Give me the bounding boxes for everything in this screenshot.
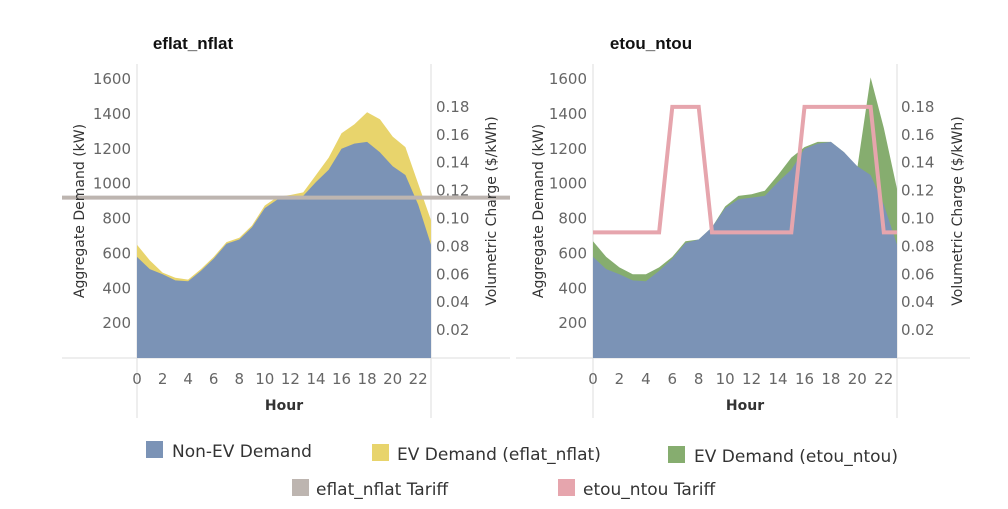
x-tick-label: 16 bbox=[795, 370, 814, 388]
x-tick-label: 10 bbox=[716, 370, 735, 388]
x-tick-label: 22 bbox=[874, 370, 893, 388]
x-tick-label: 16 bbox=[332, 370, 351, 388]
x-tick-label: 12 bbox=[281, 370, 300, 388]
x-tick-label: 0 bbox=[132, 370, 142, 388]
x-tick-label: 10 bbox=[255, 370, 274, 388]
y2-tick-label: 0.08 bbox=[436, 237, 469, 255]
y-tick-label: 200 bbox=[558, 314, 587, 332]
x-tick-label: 8 bbox=[235, 370, 245, 388]
x-tick-label: 6 bbox=[209, 370, 219, 388]
y-tick-label: 1000 bbox=[549, 175, 587, 193]
y2-axis-title: Volumetric Charge ($/kWh) bbox=[950, 116, 966, 305]
y2-axis-title: Volumetric Charge ($/kWh) bbox=[484, 116, 500, 305]
area-non-ev-demand bbox=[593, 141, 897, 358]
x-tick-label: 20 bbox=[383, 370, 402, 388]
y2-tick-label: 0.12 bbox=[901, 182, 934, 200]
x-tick-label: 12 bbox=[742, 370, 761, 388]
y2-tick-label: 0.04 bbox=[436, 293, 469, 311]
legend-label-ev-demand-etou: EV Demand (etou_ntou) bbox=[694, 447, 898, 467]
legend-label-ev-demand-eflat: EV Demand (eflat_nflat) bbox=[397, 445, 601, 465]
y2-tick-label: 0.06 bbox=[901, 265, 934, 283]
y2-tick-label: 0.18 bbox=[901, 98, 934, 116]
y2-tick-label: 0.12 bbox=[436, 182, 469, 200]
chart-legend: Non-EV Demand EV Demand (eflat_nflat) EV… bbox=[146, 441, 898, 500]
y-tick-label: 1400 bbox=[549, 105, 587, 123]
x-tick-label: 14 bbox=[768, 370, 787, 388]
legend-label-etou-tariff: etou_ntou Tariff bbox=[583, 480, 717, 500]
x-tick-label: 8 bbox=[694, 370, 704, 388]
x-tick-label: 14 bbox=[306, 370, 325, 388]
y2-tick-label: 0.16 bbox=[901, 126, 934, 144]
x-axis-title: Hour bbox=[265, 398, 303, 414]
x-tick-label: 22 bbox=[409, 370, 428, 388]
x-axis-title: Hour bbox=[726, 398, 764, 414]
legend-swatch-eflat-tariff bbox=[292, 479, 309, 496]
legend-swatch-ev-demand-eflat bbox=[372, 444, 389, 461]
chart-title: etou_ntou bbox=[610, 34, 692, 53]
x-tick-label: 20 bbox=[848, 370, 867, 388]
x-tick-label: 4 bbox=[183, 370, 193, 388]
area-non-ev-demand bbox=[137, 141, 431, 358]
y2-tick-label: 0.10 bbox=[901, 210, 934, 228]
y2-tick-label: 0.06 bbox=[436, 265, 469, 283]
y-tick-label: 1000 bbox=[93, 175, 131, 193]
y2-tick-label: 0.10 bbox=[436, 210, 469, 228]
y2-tick-label: 0.08 bbox=[901, 237, 934, 255]
legend-swatch-etou-tariff bbox=[558, 479, 575, 496]
x-tick-label: 18 bbox=[358, 370, 377, 388]
y-tick-label: 600 bbox=[558, 244, 587, 262]
y-tick-label: 1200 bbox=[93, 140, 131, 158]
y2-tick-label: 0.14 bbox=[901, 154, 934, 172]
y-tick-label: 1600 bbox=[549, 70, 587, 88]
y-tick-label: 1600 bbox=[93, 70, 131, 88]
x-tick-label: 2 bbox=[158, 370, 168, 388]
y-axis-title: Aggregate Demand (kW) bbox=[72, 124, 88, 298]
y-tick-label: 1400 bbox=[93, 105, 131, 123]
y-tick-label: 400 bbox=[558, 279, 587, 297]
legend-swatch-non-ev-demand bbox=[146, 441, 163, 458]
chart-panel-etou-ntou: etou_ntou20040060080010001200140016000.0… bbox=[516, 34, 970, 418]
y-tick-label: 800 bbox=[102, 210, 131, 228]
x-tick-label: 6 bbox=[668, 370, 678, 388]
y-tick-label: 600 bbox=[102, 244, 131, 262]
y2-tick-label: 0.02 bbox=[436, 321, 469, 339]
legend-label-eflat-tariff: eflat_nflat Tariff bbox=[316, 480, 449, 500]
y-tick-label: 200 bbox=[102, 314, 131, 332]
y-tick-label: 800 bbox=[558, 210, 587, 228]
y2-tick-label: 0.14 bbox=[436, 154, 469, 172]
legend-label-non-ev-demand: Non-EV Demand bbox=[172, 442, 312, 462]
x-tick-label: 18 bbox=[821, 370, 840, 388]
y-tick-label: 1200 bbox=[549, 140, 587, 158]
x-tick-label: 0 bbox=[588, 370, 598, 388]
x-tick-label: 2 bbox=[615, 370, 625, 388]
y-tick-label: 400 bbox=[102, 279, 131, 297]
y-axis-title: Aggregate Demand (kW) bbox=[531, 124, 547, 298]
y2-tick-label: 0.04 bbox=[901, 293, 934, 311]
chart-title: eflat_nflat bbox=[153, 34, 234, 53]
chart-panel-eflat-nflat: eflat_nflat20040060080010001200140016000… bbox=[62, 34, 510, 418]
y2-tick-label: 0.18 bbox=[436, 98, 469, 116]
tariff-line-etou-ntou-tariff bbox=[593, 104, 897, 235]
legend-swatch-ev-demand-etou bbox=[668, 446, 685, 463]
y2-tick-label: 0.02 bbox=[901, 321, 934, 339]
x-tick-label: 4 bbox=[641, 370, 651, 388]
y2-tick-label: 0.16 bbox=[436, 126, 469, 144]
